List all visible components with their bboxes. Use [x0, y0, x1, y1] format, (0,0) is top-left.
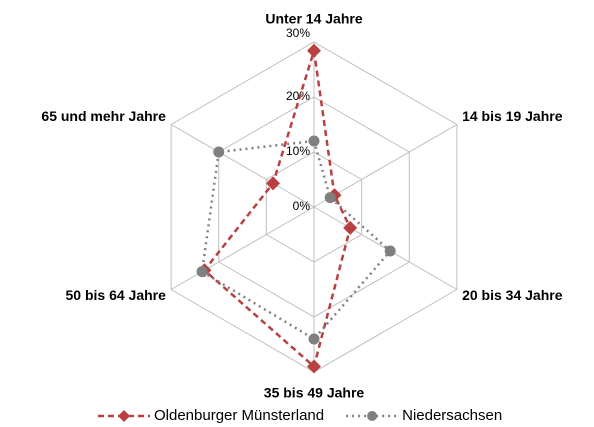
tick-label: 10%	[286, 144, 310, 158]
series-line	[200, 139, 392, 341]
legend-marker	[118, 410, 130, 422]
legend-marker	[367, 411, 378, 421]
marker	[384, 245, 396, 257]
legend-label: Niedersachsen	[402, 407, 502, 424]
marker	[343, 220, 358, 235]
category-label: 50 bis 64 Jahre	[66, 287, 167, 303]
marker	[308, 333, 320, 345]
marker	[308, 135, 320, 147]
marker	[307, 43, 321, 58]
category-label: 65 und mehr Jahre	[41, 108, 166, 124]
marker	[324, 192, 336, 204]
marker	[196, 266, 208, 278]
category-label: Unter 14 Jahre	[265, 11, 362, 27]
tick-label: 20%	[286, 89, 310, 103]
spoke	[170, 206, 315, 290]
category-label: 20 bis 34 Jahre	[462, 287, 563, 303]
category-label: 14 bis 19 Jahre	[462, 108, 563, 124]
legend: Oldenburger Münsterland Niedersachsen	[98, 407, 502, 424]
tick-label: 0%	[293, 199, 311, 213]
legend-label: Oldenburger Münsterland	[154, 407, 324, 424]
marker	[213, 146, 225, 158]
tick-label: 30%	[286, 26, 310, 40]
marker	[266, 176, 281, 191]
series-line	[202, 50, 352, 369]
spoke	[170, 124, 315, 208]
marker	[307, 359, 321, 374]
category-label: 35 bis 49 Jahre	[264, 385, 365, 401]
